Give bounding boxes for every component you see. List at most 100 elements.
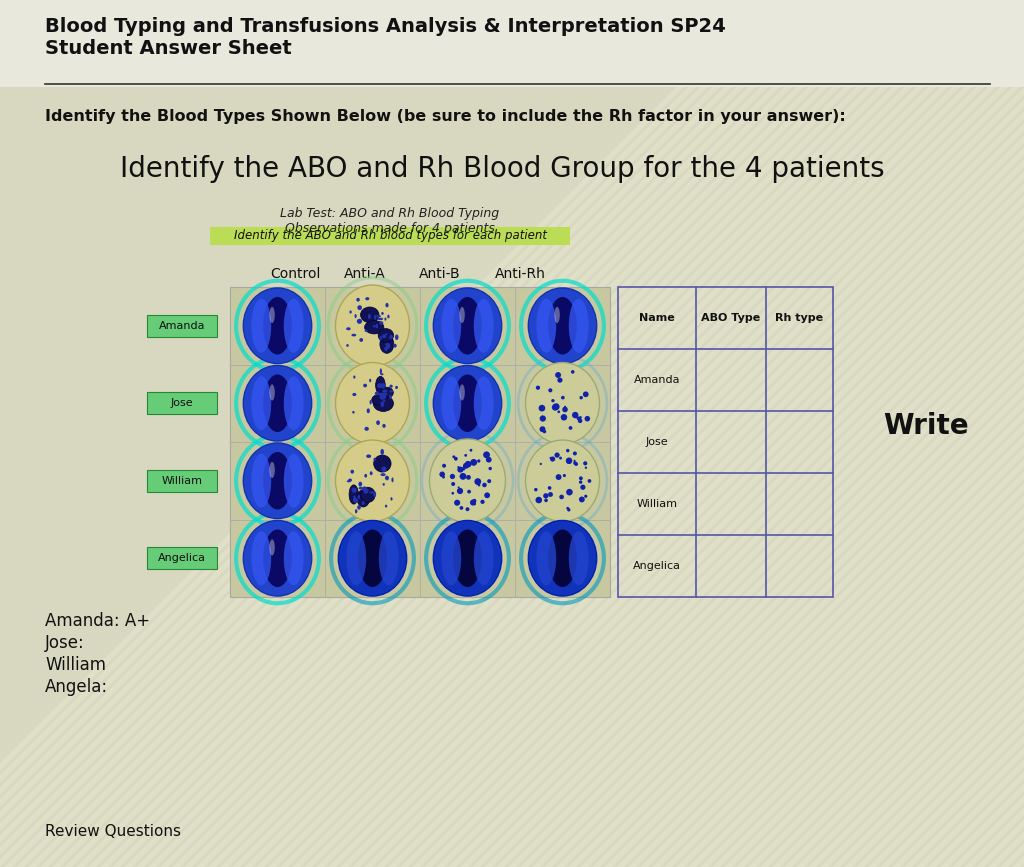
Ellipse shape xyxy=(336,362,410,444)
Ellipse shape xyxy=(567,508,570,512)
Ellipse shape xyxy=(386,343,390,349)
Ellipse shape xyxy=(389,385,393,388)
Ellipse shape xyxy=(380,394,385,400)
Ellipse shape xyxy=(374,315,377,320)
Text: Angelica: Angelica xyxy=(633,561,681,571)
Ellipse shape xyxy=(458,486,460,488)
Ellipse shape xyxy=(553,403,559,410)
Ellipse shape xyxy=(356,297,359,302)
Ellipse shape xyxy=(353,495,356,501)
Ellipse shape xyxy=(353,375,355,379)
Ellipse shape xyxy=(379,531,398,585)
Ellipse shape xyxy=(356,319,362,324)
Ellipse shape xyxy=(470,499,476,505)
Ellipse shape xyxy=(353,498,358,503)
Ellipse shape xyxy=(473,502,476,505)
Text: Name: Name xyxy=(639,313,675,323)
Ellipse shape xyxy=(382,424,386,427)
Ellipse shape xyxy=(458,466,463,473)
FancyBboxPatch shape xyxy=(147,547,217,570)
Ellipse shape xyxy=(472,499,476,503)
Ellipse shape xyxy=(380,336,382,341)
Ellipse shape xyxy=(441,376,461,430)
Ellipse shape xyxy=(442,464,446,467)
Ellipse shape xyxy=(573,461,577,465)
Ellipse shape xyxy=(336,440,410,521)
Text: Student Answer Sheet: Student Answer Sheet xyxy=(45,39,292,58)
Bar xyxy=(618,287,833,597)
Ellipse shape xyxy=(389,394,392,400)
Ellipse shape xyxy=(374,395,393,412)
Ellipse shape xyxy=(559,494,564,499)
Bar xyxy=(230,287,610,597)
Ellipse shape xyxy=(391,478,393,482)
Ellipse shape xyxy=(359,338,364,342)
Ellipse shape xyxy=(550,456,555,461)
Ellipse shape xyxy=(572,412,579,418)
Text: Amanda: Amanda xyxy=(159,321,205,330)
Ellipse shape xyxy=(525,440,599,521)
Ellipse shape xyxy=(383,466,385,472)
Ellipse shape xyxy=(252,531,271,585)
Ellipse shape xyxy=(365,321,384,334)
Ellipse shape xyxy=(367,408,370,414)
Ellipse shape xyxy=(548,530,577,587)
Ellipse shape xyxy=(351,487,356,492)
Ellipse shape xyxy=(383,483,385,486)
Ellipse shape xyxy=(579,476,583,480)
Ellipse shape xyxy=(433,366,502,441)
Ellipse shape xyxy=(459,468,463,473)
Ellipse shape xyxy=(568,426,572,430)
Ellipse shape xyxy=(380,368,382,375)
Ellipse shape xyxy=(357,505,360,510)
Ellipse shape xyxy=(535,488,538,492)
Ellipse shape xyxy=(244,288,311,363)
Ellipse shape xyxy=(579,416,582,419)
Ellipse shape xyxy=(381,312,384,315)
Ellipse shape xyxy=(385,476,389,480)
Ellipse shape xyxy=(378,317,383,320)
Ellipse shape xyxy=(470,449,472,452)
Ellipse shape xyxy=(346,531,367,585)
Ellipse shape xyxy=(263,530,292,587)
Ellipse shape xyxy=(349,310,352,314)
Ellipse shape xyxy=(357,490,370,507)
Ellipse shape xyxy=(378,329,393,342)
Ellipse shape xyxy=(364,384,367,388)
Ellipse shape xyxy=(474,479,481,485)
Ellipse shape xyxy=(463,463,469,469)
Ellipse shape xyxy=(467,490,471,493)
Ellipse shape xyxy=(581,485,586,490)
Ellipse shape xyxy=(380,374,384,375)
Ellipse shape xyxy=(454,499,460,505)
Text: Rh type: Rh type xyxy=(775,313,823,323)
Ellipse shape xyxy=(269,384,274,401)
Ellipse shape xyxy=(372,394,384,405)
Ellipse shape xyxy=(578,419,583,423)
Ellipse shape xyxy=(460,506,463,510)
Ellipse shape xyxy=(390,497,392,500)
Ellipse shape xyxy=(528,520,597,596)
Ellipse shape xyxy=(381,473,386,476)
Ellipse shape xyxy=(382,394,386,399)
Ellipse shape xyxy=(470,459,477,466)
Ellipse shape xyxy=(376,420,380,425)
Ellipse shape xyxy=(352,393,356,396)
Ellipse shape xyxy=(548,388,552,393)
Ellipse shape xyxy=(360,307,379,323)
Ellipse shape xyxy=(563,474,566,477)
Ellipse shape xyxy=(381,466,386,472)
Text: Write: Write xyxy=(883,413,969,440)
Ellipse shape xyxy=(574,462,578,466)
Ellipse shape xyxy=(453,297,482,355)
Ellipse shape xyxy=(554,307,560,323)
Ellipse shape xyxy=(462,467,465,471)
Ellipse shape xyxy=(566,489,572,495)
Ellipse shape xyxy=(389,390,393,393)
Ellipse shape xyxy=(373,492,376,497)
Text: Review Questions: Review Questions xyxy=(45,824,181,839)
Ellipse shape xyxy=(572,452,577,455)
Ellipse shape xyxy=(389,335,393,340)
Ellipse shape xyxy=(365,329,368,332)
Ellipse shape xyxy=(346,344,349,347)
